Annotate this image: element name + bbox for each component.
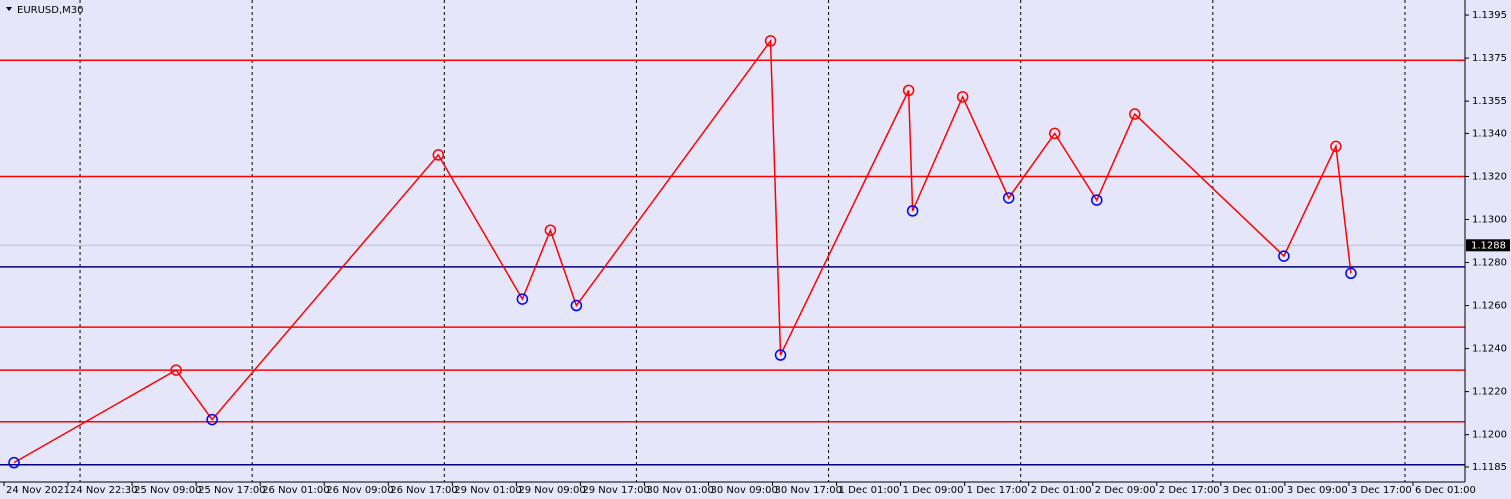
swing-low: [1090, 194, 1103, 206]
swing-low: [906, 205, 919, 217]
x-tick-label: 2 Dec 09:00: [1095, 485, 1156, 496]
swing-high: [544, 224, 557, 236]
y-tick-label: 1.1260: [1472, 301, 1507, 312]
y-tick-label: 1.1355: [1472, 96, 1507, 107]
x-tick-label: 2 Dec 17:00: [1159, 485, 1220, 496]
x-tick-label: 30 Nov 09:00: [710, 485, 777, 496]
swing-high: [432, 149, 445, 161]
x-tick-label: 24 Nov 2021: [6, 485, 70, 496]
x-tick-label: 3 Dec 01:00: [1223, 485, 1284, 496]
swing-high: [902, 84, 915, 97]
swing-high: [1129, 108, 1141, 120]
x-tick-label: 1 Dec 17:00: [967, 485, 1028, 496]
x-tick-label: 25 Nov 09:00: [134, 485, 201, 496]
x-tick-label: 30 Nov 01:00: [646, 485, 713, 496]
price-label: 1.1288: [1471, 240, 1506, 251]
y-tick-label: 1.1375: [1472, 53, 1507, 64]
y-tick-label: 1.1200: [1472, 430, 1507, 441]
x-tick-label: 3 Dec 17:00: [1351, 485, 1412, 496]
swing-low: [570, 299, 583, 312]
swing-low: [1345, 267, 1357, 280]
swing-high: [764, 35, 777, 47]
x-tick-label: 29 Nov 09:00: [518, 485, 585, 496]
zigzag-line: [13, 38, 1352, 464]
swing-high: [956, 91, 969, 103]
x-tick-label: 1 Dec 09:00: [903, 485, 964, 496]
y-tick-label: 1.1320: [1472, 171, 1507, 182]
y-tick-label: 1.1185: [1472, 462, 1507, 473]
swing-low: [516, 293, 529, 305]
swing-low: [206, 413, 218, 426]
y-tick-label: 1.1280: [1472, 258, 1507, 269]
menu-arrow[interactable]: [6, 7, 12, 11]
x-tick-label: 2 Dec 01:00: [1031, 485, 1092, 496]
swing-high: [1048, 127, 1061, 140]
x-tick-label: 30 Nov 17:00: [775, 485, 842, 496]
chart-title: EURUSD,M30: [17, 5, 83, 16]
swing-low: [774, 349, 787, 361]
x-tick-label: 29 Nov 17:00: [582, 485, 649, 496]
x-tick-label: 24 Nov 22:30: [70, 485, 137, 496]
swing-low: [8, 456, 20, 469]
swing-high: [1330, 140, 1342, 153]
y-tick-label: 1.1395: [1472, 10, 1507, 21]
x-tick-label: 26 Nov 09:00: [326, 485, 393, 496]
x-tick-label: 6 Dec 01:00: [1415, 485, 1476, 496]
x-tick-label: 26 Nov 01:00: [262, 485, 329, 496]
swing-low: [1278, 250, 1290, 262]
x-tick-label: 3 Dec 09:00: [1287, 485, 1348, 496]
price-label-box: [1466, 239, 1510, 252]
y-tick-label: 1.1340: [1472, 128, 1507, 139]
x-tick-label: 26 Nov 17:00: [390, 485, 457, 496]
swing-high: [170, 364, 182, 376]
y-tick-label: 1.1300: [1472, 214, 1507, 225]
x-tick-label: 1 Dec 01:00: [839, 485, 900, 496]
x-tick-label: 29 Nov 01:00: [454, 485, 521, 496]
x-tick-label: 25 Nov 17:00: [198, 485, 265, 496]
y-tick-label: 1.1240: [1472, 344, 1507, 355]
swing-low: [1002, 192, 1015, 204]
y-tick-label: 1.1220: [1472, 387, 1507, 398]
